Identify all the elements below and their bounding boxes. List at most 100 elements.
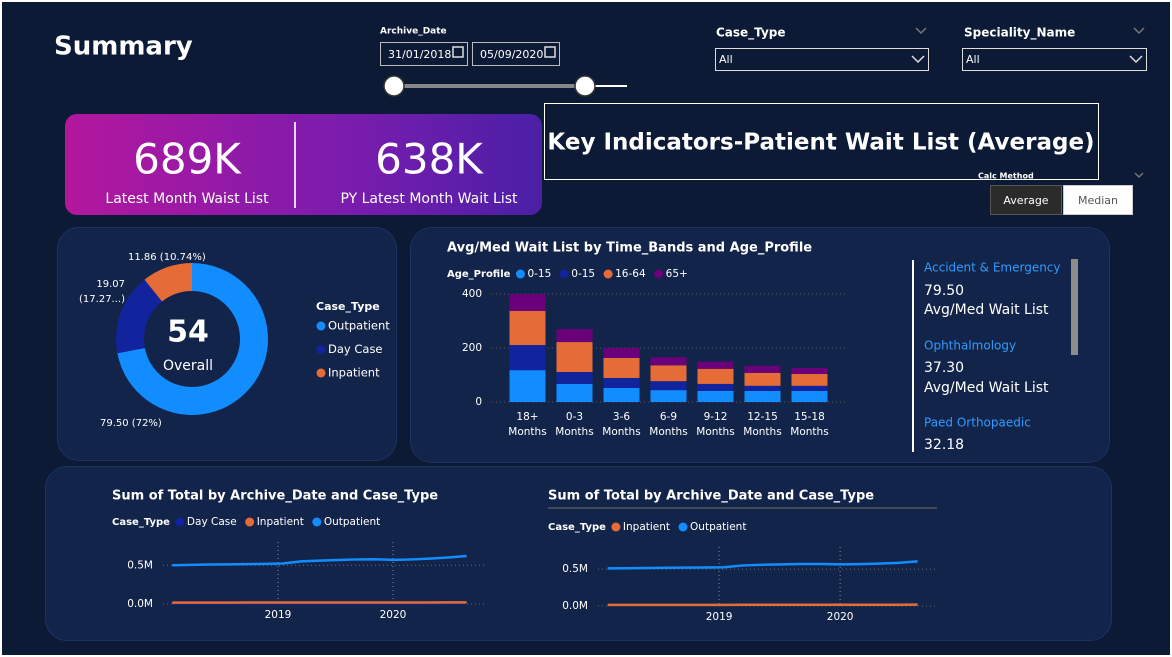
legend-title: Case_Type bbox=[112, 517, 170, 528]
bar-segment bbox=[603, 387, 640, 402]
donut-slice bbox=[117, 263, 268, 415]
x-tick-label: 12-15 Months bbox=[743, 411, 782, 438]
bar-segment bbox=[791, 390, 828, 402]
bar-segment bbox=[509, 345, 546, 371]
bar-segment bbox=[509, 370, 546, 402]
bar-segment bbox=[697, 390, 734, 402]
bar-segment bbox=[650, 381, 687, 391]
speciality-label: Avg/Med Wait List bbox=[924, 302, 1049, 318]
speciality-name: Ophthalmology bbox=[924, 339, 1016, 353]
dropdown[interactable] bbox=[715, 48, 929, 71]
legend-marker bbox=[654, 269, 664, 279]
speciality-value: 79.50 bbox=[924, 283, 964, 299]
slider-handle[interactable] bbox=[383, 75, 405, 97]
kpi-label: Latest Month Waist List bbox=[105, 191, 269, 207]
donut-slice bbox=[144, 263, 192, 302]
bar-segment bbox=[509, 311, 546, 346]
bar-segment bbox=[697, 361, 734, 369]
legend-marker bbox=[316, 321, 326, 331]
kpi-value: 638K bbox=[375, 135, 484, 184]
speciality-name: Paed Orthopaedic bbox=[924, 416, 1031, 430]
legend-label: Inpatient bbox=[257, 516, 304, 528]
bar-segment bbox=[650, 390, 687, 402]
chart-title: Sum of Total by Archive_Date and Case_Ty… bbox=[548, 489, 874, 504]
legend-label: Outpatient bbox=[324, 516, 380, 528]
legend-marker bbox=[316, 345, 326, 354]
bar-segment bbox=[603, 357, 640, 378]
legend-marker bbox=[316, 368, 326, 378]
legend-label: 0-15 bbox=[571, 268, 595, 280]
calc-button[interactable] bbox=[990, 185, 1062, 215]
bar-segment bbox=[650, 357, 687, 366]
speciality-value: 32.18 bbox=[924, 437, 964, 453]
x-tick-label: 15-18 Months bbox=[790, 411, 829, 438]
bar-segment bbox=[509, 294, 546, 312]
calc-option[interactable]: Median bbox=[1078, 194, 1118, 207]
filter-label: Case_Type bbox=[716, 26, 786, 41]
bar-segment bbox=[556, 372, 593, 384]
filter-label: Speciality_Name bbox=[964, 26, 1075, 41]
value-label: 11.86 (10.74%) bbox=[128, 252, 206, 263]
page-title: Summary bbox=[54, 32, 193, 62]
dropdown-value[interactable]: All bbox=[719, 53, 733, 66]
date-start[interactable]: 31/01/2018 bbox=[388, 48, 451, 61]
bar-segment bbox=[603, 377, 640, 388]
chart-title: Sum of Total by Archive_Date and Case_Ty… bbox=[112, 489, 438, 504]
calc-label: Calc Method bbox=[978, 172, 1034, 181]
calc-option[interactable]: Average bbox=[1003, 194, 1048, 207]
legend-marker bbox=[611, 522, 621, 532]
dropdown-value[interactable]: All bbox=[966, 53, 980, 66]
icons bbox=[383, 27, 1145, 509]
legend-marker bbox=[678, 522, 688, 532]
date-box[interactable] bbox=[380, 42, 468, 66]
center-label: Overall bbox=[163, 358, 213, 374]
series-line bbox=[607, 560, 918, 570]
bar-segment bbox=[744, 372, 781, 386]
x-tick-label: 2020 bbox=[380, 609, 407, 621]
list-rule bbox=[912, 260, 914, 452]
slider-handle[interactable] bbox=[574, 75, 596, 97]
kpi-divider bbox=[294, 122, 296, 208]
bar-segment bbox=[650, 365, 687, 382]
bar-segment bbox=[556, 329, 593, 343]
legend-label: Inpatient bbox=[328, 366, 380, 380]
speciality-label: Avg/Med Wait List bbox=[924, 380, 1049, 396]
legend-label: 16-64 bbox=[615, 268, 646, 280]
bar-segment bbox=[791, 373, 828, 386]
dropdown[interactable] bbox=[962, 48, 1147, 71]
y-tick-label: 0.5M bbox=[562, 563, 588, 575]
calc-button[interactable] bbox=[1063, 185, 1133, 215]
date-end[interactable]: 05/09/2020 bbox=[480, 48, 543, 61]
center-value: 54 bbox=[167, 315, 209, 350]
kpi-value: 689K bbox=[133, 135, 242, 184]
bar-segment bbox=[603, 348, 640, 358]
x-tick-label: 9-12 Months bbox=[696, 411, 735, 438]
chart-title: Avg/Med Wait List by Time_Bands and Age_… bbox=[447, 241, 812, 256]
x-tick-label: 3-6 Months bbox=[602, 411, 641, 438]
legend-label: Outpatient bbox=[328, 319, 390, 333]
y-tick-label: 0.0M bbox=[127, 598, 153, 610]
bar-segment bbox=[556, 342, 593, 373]
speciality-name: Accident & Emergency bbox=[924, 261, 1061, 275]
legend-label: Day Case bbox=[328, 342, 383, 356]
legend-label: 65+ bbox=[666, 268, 688, 280]
bar-segment bbox=[744, 365, 781, 373]
bar-segment bbox=[697, 368, 734, 384]
legend-label: 0-15 bbox=[527, 268, 551, 280]
scrollbar[interactable] bbox=[1071, 259, 1078, 355]
x-tick-label: 18+ Months bbox=[508, 411, 547, 438]
value-label: 79.50 (72%) bbox=[100, 418, 162, 429]
date-box[interactable] bbox=[472, 42, 560, 66]
calendar-icon bbox=[452, 46, 464, 58]
y-tick-label: 0 bbox=[475, 396, 482, 408]
value-label: 19.07 (17.27...) bbox=[79, 279, 125, 305]
donut-panel bbox=[57, 227, 397, 461]
bar-segment bbox=[791, 367, 828, 374]
filter-label: Archive_Date bbox=[380, 27, 447, 37]
legend-title: Case_Type bbox=[316, 300, 380, 313]
banner-box bbox=[544, 103, 1099, 180]
bar-segment bbox=[744, 390, 781, 402]
legend-label: Inpatient bbox=[623, 521, 670, 533]
bar-segment bbox=[744, 385, 781, 391]
